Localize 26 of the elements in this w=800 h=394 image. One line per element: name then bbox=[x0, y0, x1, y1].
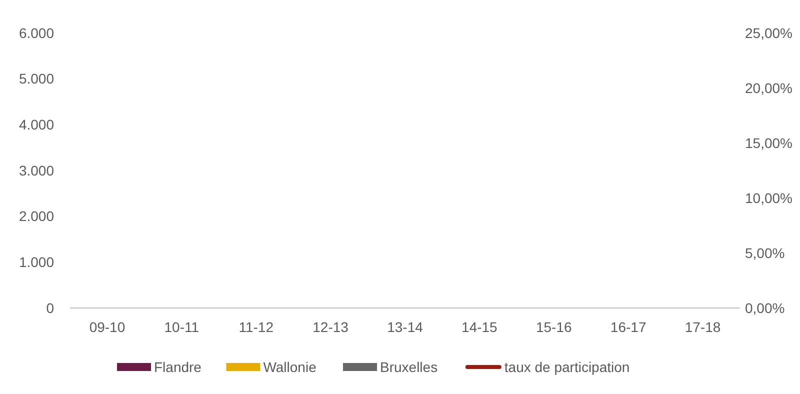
x-tick-label: 09-10 bbox=[89, 319, 126, 335]
y2-tick-label: 0,00% bbox=[745, 300, 785, 316]
y-tick-label: 0 bbox=[46, 300, 54, 316]
y-tick-label: 3.000 bbox=[18, 162, 54, 178]
y2-tick-label: 10,00% bbox=[745, 190, 792, 206]
y-tick-label: 4.000 bbox=[18, 116, 54, 133]
x-tick-label: 12-13 bbox=[312, 319, 349, 335]
y2-tick-label: 25,00% bbox=[745, 24, 792, 41]
y2-tick-label: 20,00% bbox=[745, 80, 792, 96]
y2-tick-label: 15,00% bbox=[745, 134, 792, 151]
y-tick-label: 1.000 bbox=[18, 254, 54, 270]
legend-label: Wallonie bbox=[263, 358, 317, 375]
x-tick-label: 16-17 bbox=[610, 319, 646, 335]
x-tick-label: 17-18 bbox=[684, 319, 721, 335]
y-tick-label: 2.000 bbox=[18, 208, 54, 224]
x-tick-label: 14-15 bbox=[462, 319, 498, 335]
x-tick-label: 10-11 bbox=[164, 319, 200, 335]
legend-label: taux de participation bbox=[504, 358, 630, 375]
legend-label: Bruxelles bbox=[380, 358, 438, 375]
x-tick-label: 13-14 bbox=[387, 319, 424, 335]
y-tick-label: 5.000 bbox=[18, 70, 54, 87]
y-tick-label: 6.000 bbox=[18, 24, 54, 41]
x-tick-label: 15-16 bbox=[536, 319, 572, 335]
y2-tick-label: 5,00% bbox=[745, 244, 785, 261]
legend-label: Flandre bbox=[154, 358, 202, 375]
x-tick-label: 11-12 bbox=[238, 319, 274, 335]
